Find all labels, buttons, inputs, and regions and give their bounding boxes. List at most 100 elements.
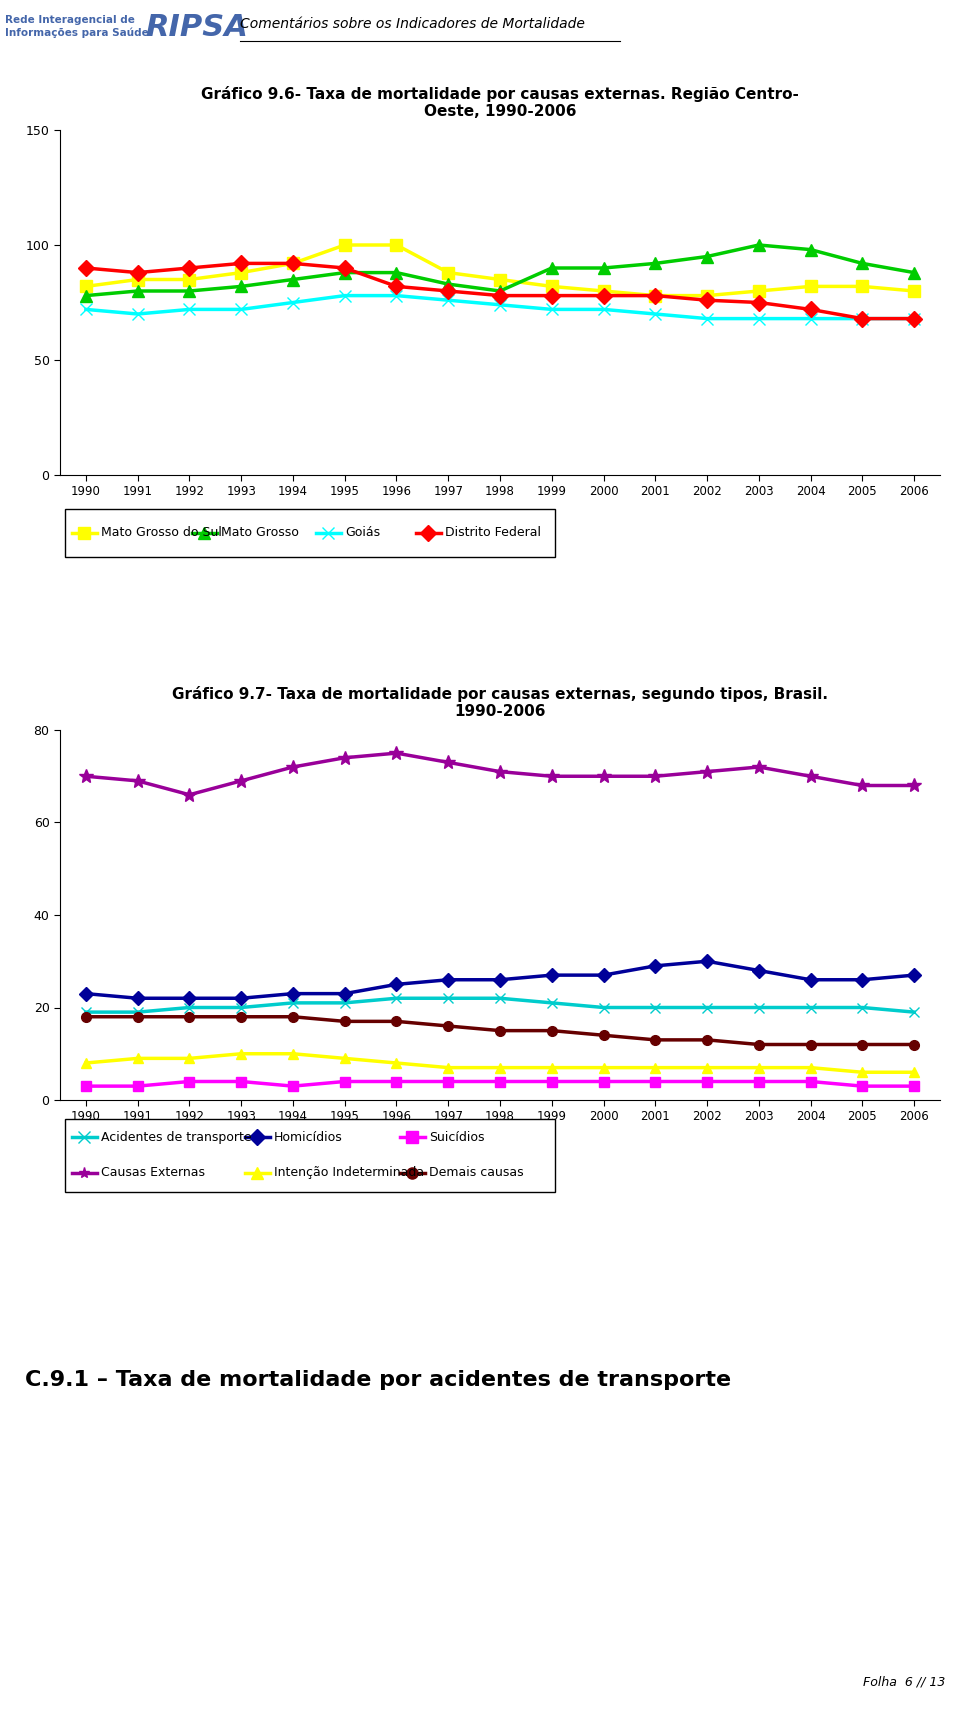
Text: Demais causas: Demais causas <box>429 1166 523 1180</box>
Causas Externas <box>183 784 195 805</box>
Text: Comentários sobre os Indicadores de Mortalidade: Comentários sobre os Indicadores de Mort… <box>240 17 585 31</box>
Homicídios <box>339 983 350 1003</box>
Distrito Federal <box>494 286 506 306</box>
Goiás <box>753 308 764 329</box>
Line: Intenção Indeterminada: Intenção Indeterminada <box>81 1049 919 1077</box>
Suicídios <box>183 1072 195 1092</box>
Mato Grosso <box>443 274 454 294</box>
Distrito Federal <box>702 289 713 310</box>
Distrito Federal <box>443 281 454 301</box>
Goiás <box>804 308 816 329</box>
Line: Homicídios: Homicídios <box>81 957 919 1003</box>
Mato Grosso do Sul <box>908 281 920 301</box>
Intenção Indeterminada <box>856 1061 868 1082</box>
Mato Grosso <box>132 281 143 301</box>
Mato Grosso <box>235 276 247 296</box>
Demais causas <box>702 1029 713 1049</box>
Goiás <box>598 300 610 320</box>
Distrito Federal <box>546 286 558 306</box>
Causas Externas <box>132 770 143 791</box>
Mato Grosso do Sul <box>804 276 816 296</box>
Mato Grosso do Sul <box>80 276 91 296</box>
Goiás <box>235 300 247 320</box>
Causas Externas <box>339 748 350 769</box>
Goiás <box>494 294 506 315</box>
Acidentes de transporte <box>391 988 402 1008</box>
Suicídios <box>856 1075 868 1096</box>
Homicídios <box>287 983 299 1003</box>
Line: Mato Grosso do Sul: Mato Grosso do Sul <box>81 240 920 301</box>
Intenção Indeterminada <box>494 1058 506 1079</box>
Goiás <box>546 300 558 320</box>
Text: Goiás: Goiás <box>345 526 380 539</box>
Demais causas <box>856 1034 868 1055</box>
Causas Externas <box>494 762 506 782</box>
Acidentes de transporte <box>287 993 299 1014</box>
Line: Distrito Federal: Distrito Federal <box>81 259 920 324</box>
Causas Externas <box>598 765 610 786</box>
Demais causas <box>443 1015 454 1036</box>
Demais causas <box>804 1034 816 1055</box>
Intenção Indeterminada <box>908 1061 920 1082</box>
Mato Grosso <box>804 240 816 260</box>
Suicídios <box>443 1072 454 1092</box>
Distrito Federal <box>132 262 143 282</box>
Causas Externas <box>804 765 816 786</box>
Causas Externas <box>546 765 558 786</box>
Line: Mato Grosso: Mato Grosso <box>81 240 920 301</box>
Line: Goiás: Goiás <box>81 289 920 324</box>
Mato Grosso <box>183 281 195 301</box>
Distrito Federal <box>598 286 610 306</box>
Demais causas <box>598 1025 610 1046</box>
Intenção Indeterminada <box>546 1058 558 1079</box>
Acidentes de transporte <box>702 996 713 1017</box>
Acidentes de transporte <box>856 996 868 1017</box>
Distrito Federal <box>80 259 91 279</box>
Causas Externas <box>287 757 299 777</box>
Suicídios <box>80 1075 91 1096</box>
Distrito Federal <box>391 276 402 296</box>
Suicídios <box>908 1075 920 1096</box>
Acidentes de transporte <box>804 996 816 1017</box>
Mato Grosso do Sul <box>856 276 868 296</box>
Text: Acidentes de transporte: Acidentes de transporte <box>101 1132 252 1144</box>
Bar <box>65 1120 555 1192</box>
Goiás <box>183 300 195 320</box>
Intenção Indeterminada <box>339 1048 350 1068</box>
Demais causas <box>287 1007 299 1027</box>
Suicídios <box>235 1072 247 1092</box>
Acidentes de transporte <box>235 996 247 1017</box>
Homicídios <box>391 974 402 995</box>
Suicídios <box>494 1072 506 1092</box>
Homicídios <box>183 988 195 1008</box>
Text: Folha  6 // 13: Folha 6 // 13 <box>863 1676 945 1688</box>
Acidentes de transporte <box>546 993 558 1014</box>
Causas Externas <box>856 776 868 796</box>
Goiás <box>702 308 713 329</box>
Mato Grosso do Sul <box>443 262 454 282</box>
Causas Externas <box>702 762 713 782</box>
Acidentes de transporte <box>339 993 350 1014</box>
Mato Grosso <box>753 235 764 255</box>
Demais causas <box>183 1007 195 1027</box>
Causas Externas <box>235 770 247 791</box>
Intenção Indeterminada <box>391 1053 402 1073</box>
Demais causas <box>908 1034 920 1055</box>
Line: Suicídios: Suicídios <box>81 1077 919 1091</box>
Demais causas <box>339 1012 350 1032</box>
Mato Grosso do Sul <box>702 286 713 306</box>
Demais causas <box>546 1020 558 1041</box>
Mato Grosso <box>287 269 299 289</box>
Demais causas <box>494 1020 506 1041</box>
Mato Grosso <box>908 262 920 282</box>
Line: Demais causas: Demais causas <box>81 1012 919 1049</box>
Suicídios <box>598 1072 610 1092</box>
Text: Causas Externas: Causas Externas <box>101 1166 205 1180</box>
Intenção Indeterminada <box>804 1058 816 1079</box>
Acidentes de transporte <box>494 988 506 1008</box>
Homicídios <box>443 969 454 990</box>
Suicídios <box>339 1072 350 1092</box>
Homicídios <box>546 966 558 986</box>
Suicídios <box>132 1075 143 1096</box>
Title: Gráfico 9.7- Taxa de mortalidade por causas externas, segundo tipos, Brasil.
199: Gráfico 9.7- Taxa de mortalidade por cau… <box>172 687 828 719</box>
